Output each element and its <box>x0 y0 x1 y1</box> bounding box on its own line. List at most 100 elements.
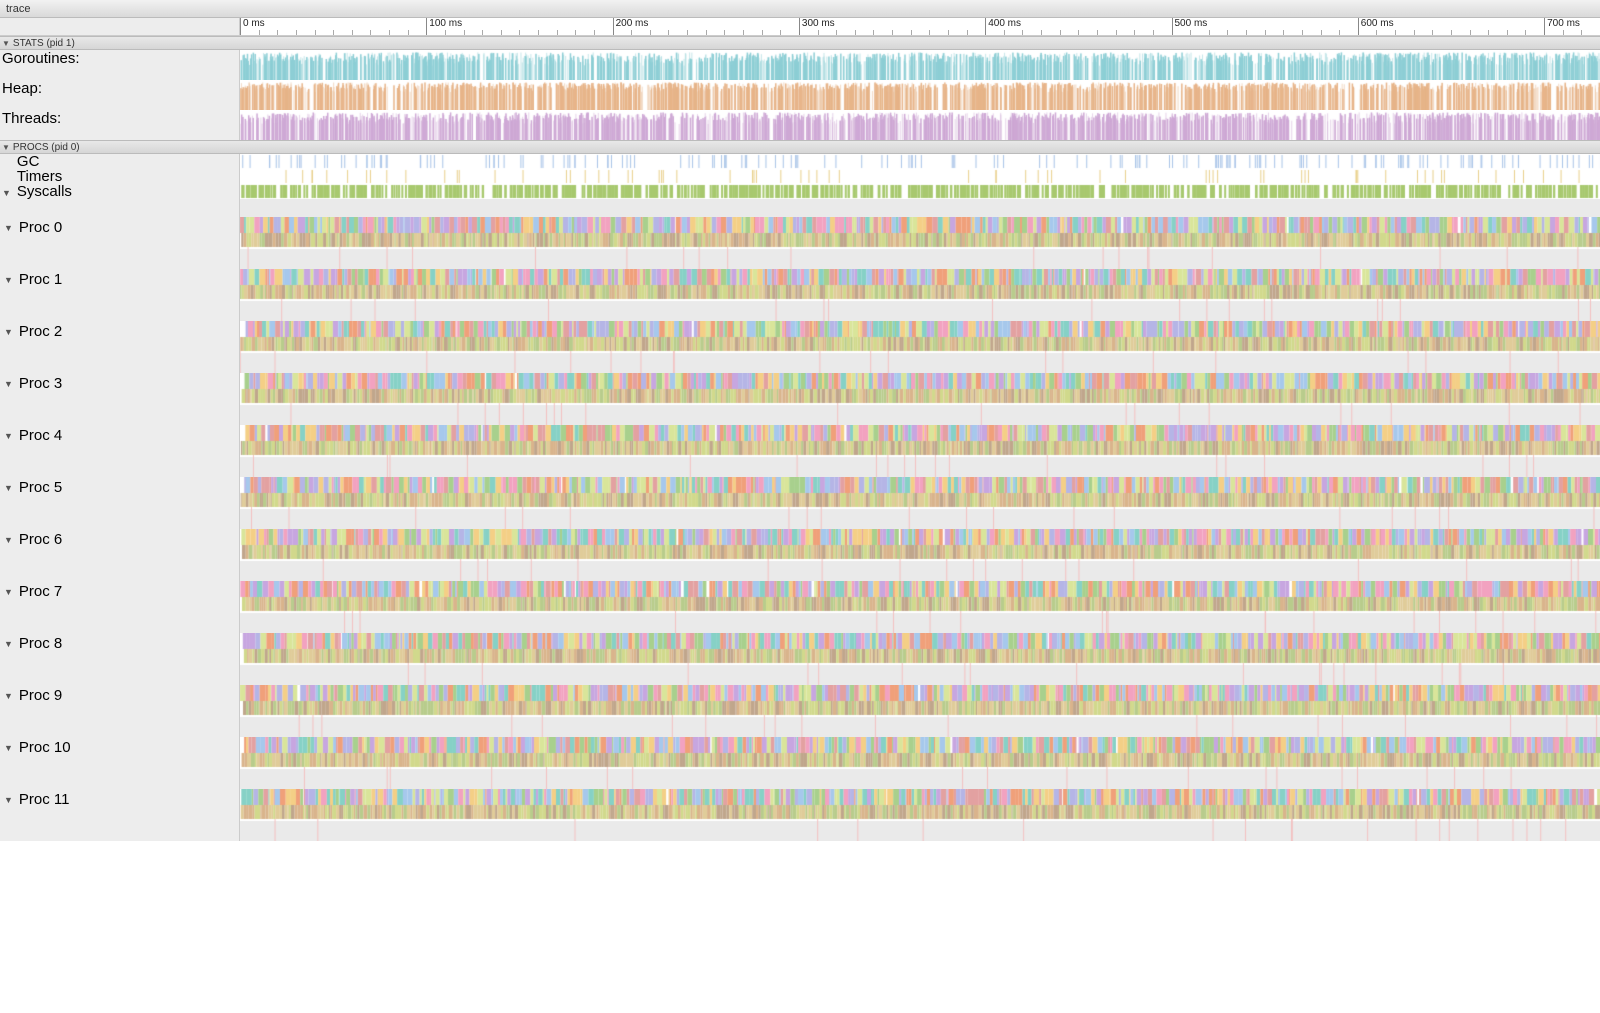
proc-label-cell: ▼ Proc 0 <box>0 217 240 269</box>
proc-row: ▼ Proc 4 <box>0 425 1600 477</box>
proc-row: ▼ Proc 8 <box>0 633 1600 685</box>
proc-label: Proc 9 <box>19 687 62 705</box>
thin-track[interactable] <box>240 169 1600 184</box>
chevron-down-icon[interactable]: ▼ <box>4 327 13 337</box>
proc-label: Proc 11 <box>19 791 70 809</box>
chevron-down-icon[interactable]: ▼ <box>4 535 13 545</box>
proc-label: Proc 7 <box>19 583 62 601</box>
proc-label-cell: ▼ Proc 7 <box>0 581 240 633</box>
chevron-down-icon[interactable]: ▼ <box>4 639 13 649</box>
time-ruler[interactable]: 0 ms100 ms200 ms300 ms400 ms500 ms600 ms… <box>240 18 1600 35</box>
section-header-procs[interactable]: ▼ PROCS (pid 0) <box>0 140 1600 154</box>
thin-row: ▼Timers <box>0 169 1600 184</box>
time-ruler-row: 0 ms100 ms200 ms300 ms400 ms500 ms600 ms… <box>0 18 1600 36</box>
stats-label: Goroutines: <box>2 50 80 68</box>
chevron-down-icon[interactable]: ▼ <box>4 379 13 389</box>
chevron-down-icon[interactable]: ▼ <box>4 431 13 441</box>
chevron-down-icon[interactable]: ▼ <box>2 188 11 198</box>
proc-track[interactable] <box>240 269 1600 321</box>
chevron-down-icon[interactable]: ▼ <box>4 483 13 493</box>
proc-label-cell: ▼ Proc 3 <box>0 373 240 425</box>
proc-label: Proc 2 <box>19 323 62 341</box>
proc-label: Proc 3 <box>19 375 62 393</box>
thin-track[interactable] <box>240 154 1600 169</box>
section-title-procs: PROCS (pid 0) <box>13 142 80 153</box>
window-title: trace <box>6 3 30 15</box>
proc-row: ▼ Proc 11 <box>0 789 1600 841</box>
stats-label-cell: Heap: <box>0 80 240 110</box>
stats-label: Heap: <box>2 80 42 98</box>
gap-row <box>0 199 1600 217</box>
stats-track[interactable] <box>240 110 1600 140</box>
ruler-sidebar-spacer <box>0 18 240 35</box>
proc-track[interactable] <box>240 633 1600 685</box>
proc-track[interactable] <box>240 321 1600 373</box>
proc-label-cell: ▼ Proc 1 <box>0 269 240 321</box>
chevron-down-icon[interactable]: ▼ <box>4 743 13 753</box>
proc-label-cell: ▼ Proc 5 <box>0 477 240 529</box>
proc-label: Proc 4 <box>19 427 62 445</box>
proc-row: ▼ Proc 2 <box>0 321 1600 373</box>
proc-label: Proc 10 <box>19 739 71 757</box>
proc-label: Proc 0 <box>19 219 62 237</box>
proc-label-cell: ▼ Proc 11 <box>0 789 240 841</box>
proc-label: Proc 6 <box>19 531 62 549</box>
stats-row: Goroutines: <box>0 50 1600 80</box>
proc-label: Proc 5 <box>19 479 62 497</box>
proc-label-cell: ▼ Proc 9 <box>0 685 240 737</box>
stats-label: Threads: <box>2 110 61 128</box>
thin-row: ▼GC <box>0 154 1600 169</box>
proc-track[interactable] <box>240 737 1600 789</box>
proc-label-cell: ▼ Proc 2 <box>0 321 240 373</box>
proc-row: ▼ Proc 3 <box>0 373 1600 425</box>
proc-track[interactable] <box>240 581 1600 633</box>
chevron-down-icon[interactable]: ▼ <box>4 275 13 285</box>
proc-track[interactable] <box>240 529 1600 581</box>
gap-label-cell <box>0 199 240 217</box>
proc-label: Proc 8 <box>19 635 62 653</box>
proc-row: ▼ Proc 6 <box>0 529 1600 581</box>
chevron-down-icon: ▼ <box>2 39 10 48</box>
thin-row: ▼ Syscalls <box>0 184 1600 199</box>
chevron-down-icon[interactable]: ▼ <box>4 223 13 233</box>
stats-row: Heap: <box>0 80 1600 110</box>
proc-track[interactable] <box>240 217 1600 269</box>
proc-row: ▼ Proc 5 <box>0 477 1600 529</box>
thin-track[interactable] <box>240 184 1600 199</box>
thin-label: Syscalls <box>17 184 72 199</box>
proc-row: ▼ Proc 1 <box>0 269 1600 321</box>
proc-row: ▼ Proc 7 <box>0 581 1600 633</box>
section-title-stats: STATS (pid 1) <box>13 38 75 49</box>
proc-track[interactable] <box>240 425 1600 477</box>
ruler-tick: 0 ms <box>240 18 265 35</box>
stats-label-cell: Threads: <box>0 110 240 140</box>
stats-label-cell: Goroutines: <box>0 50 240 80</box>
proc-track[interactable] <box>240 477 1600 529</box>
chevron-down-icon[interactable]: ▼ <box>4 691 13 701</box>
window-titlebar: trace <box>0 0 1600 18</box>
thin-label-cell: ▼GC <box>0 154 240 169</box>
proc-row: ▼ Proc 10 <box>0 737 1600 789</box>
thin-label-cell: ▼ Syscalls <box>0 184 240 199</box>
thin-label: Timers <box>17 169 62 184</box>
proc-label-cell: ▼ Proc 10 <box>0 737 240 789</box>
proc-row: ▼ Proc 9 <box>0 685 1600 737</box>
proc-track[interactable] <box>240 685 1600 737</box>
proc-label: Proc 1 <box>19 271 62 289</box>
stats-row: Threads: <box>0 110 1600 140</box>
stats-track[interactable] <box>240 50 1600 80</box>
chevron-down-icon: ▼ <box>2 143 10 152</box>
section-header-stats[interactable]: ▼ STATS (pid 1) <box>0 36 1600 50</box>
chevron-down-icon[interactable]: ▼ <box>4 795 13 805</box>
proc-row: ▼ Proc 0 <box>0 217 1600 269</box>
proc-label-cell: ▼ Proc 8 <box>0 633 240 685</box>
proc-track[interactable] <box>240 373 1600 425</box>
proc-label-cell: ▼ Proc 6 <box>0 529 240 581</box>
thin-label: GC <box>17 154 40 169</box>
proc-track[interactable] <box>240 789 1600 841</box>
chevron-down-icon[interactable]: ▼ <box>4 587 13 597</box>
gap-track <box>240 199 1600 217</box>
stats-track[interactable] <box>240 80 1600 110</box>
proc-label-cell: ▼ Proc 4 <box>0 425 240 477</box>
thin-label-cell: ▼Timers <box>0 169 240 184</box>
